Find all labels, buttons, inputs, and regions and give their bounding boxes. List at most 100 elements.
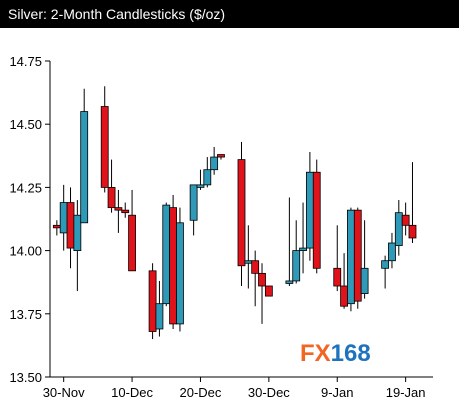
candle-body [299,247,307,252]
x-tick-label: 19-Jan [386,385,426,400]
candle-up [388,232,396,269]
candle-down [121,202,130,218]
candle-up [176,207,184,332]
candle-body [292,250,301,282]
candle-body [353,209,362,302]
candle-up [155,280,164,337]
candle-body [162,204,171,305]
candle-up [162,202,171,307]
candle-body [408,224,417,239]
candle-body [237,159,246,267]
candle-body [388,242,396,262]
candle-body [107,186,116,209]
fx168-logo-168: 168 [331,340,371,367]
y-tick-label: 14.25 [9,180,42,195]
candle-down [408,162,417,244]
y-tick-label: 14.00 [9,244,42,259]
candle-body [251,260,260,274]
candle-up [347,207,355,312]
candle-body [285,280,294,284]
candle-body [333,267,342,287]
candle-body [169,207,178,325]
candle-up [394,200,403,256]
x-tick-label: 30-Dec [248,385,290,400]
candles [52,86,417,340]
candle-body [155,303,164,330]
candle-body [340,285,348,307]
candle-up [299,202,307,274]
x-tick-label: 20-Dec [180,385,222,400]
candle-body [52,224,61,229]
candle-up [292,220,301,284]
candle-down [353,207,362,309]
candle-down [312,159,321,274]
x-tick-label: 10-Dec [111,385,153,400]
candle-up [196,169,205,190]
candle-down [66,187,75,269]
candle-body [148,270,157,332]
candle-body [217,154,225,158]
candle-body [394,212,403,246]
candle-up [59,184,68,251]
candle-down [52,220,61,236]
candle-down [340,253,348,309]
x-tick-label: 9-Jan [321,385,354,400]
candle-body [401,214,410,226]
candle-body [128,214,136,272]
candle-up [381,255,390,289]
x-tick-label: 30-Nov [43,385,85,400]
candle-up [244,225,253,289]
candle-body [59,202,68,234]
candle-body [312,171,321,269]
candle-down [107,159,116,213]
candle-up [305,152,314,261]
candle-body [66,202,75,249]
candle-down [333,225,342,292]
candle-body [305,171,314,249]
chart-title-bar: Silver: 2-Month Candlesticks ($/oz) [0,0,459,28]
fx168-logo-text: FX168 [300,340,371,367]
candle-body [73,214,82,251]
candle-body [114,207,123,211]
candle-up [203,157,212,188]
y-tick-label: 14.75 [9,54,42,69]
candle-down [217,154,225,160]
candle-body [210,156,219,171]
chart-title: Silver: 2-Month Candlesticks ($/oz) [8,6,226,22]
candle-body [80,111,89,224]
candle-body [100,106,109,188]
candle-down [258,263,266,324]
candle-down [100,86,109,193]
candle-up [189,184,198,236]
candle-up [73,200,82,292]
y-tick-label: 14.50 [9,117,42,132]
candle-down [148,263,157,340]
candle-down [169,194,178,329]
candle-body [360,267,369,294]
candle-down [251,250,260,307]
candle-down [237,141,246,286]
candle-up [285,197,294,286]
candle-body [264,285,273,297]
y-tick-label: 13.75 [9,307,42,322]
candle-down [128,189,136,272]
candle-down [401,202,410,236]
candle-body [176,222,184,325]
candle-body [244,260,253,264]
candle-body [196,184,205,188]
candle-body [189,184,198,221]
fx168-logo-fx: FX [300,340,331,367]
y-tick-label: 13.50 [9,370,42,385]
candle-up [210,146,219,175]
candle-body [121,209,130,214]
fx168-logo: FX168 [300,340,371,367]
candle-body [258,272,266,287]
candle-up [360,220,369,299]
candle-body [203,169,212,186]
candle-body [347,209,355,305]
candle-body [381,260,390,269]
candle-down [264,285,273,297]
candle-up [80,88,89,224]
